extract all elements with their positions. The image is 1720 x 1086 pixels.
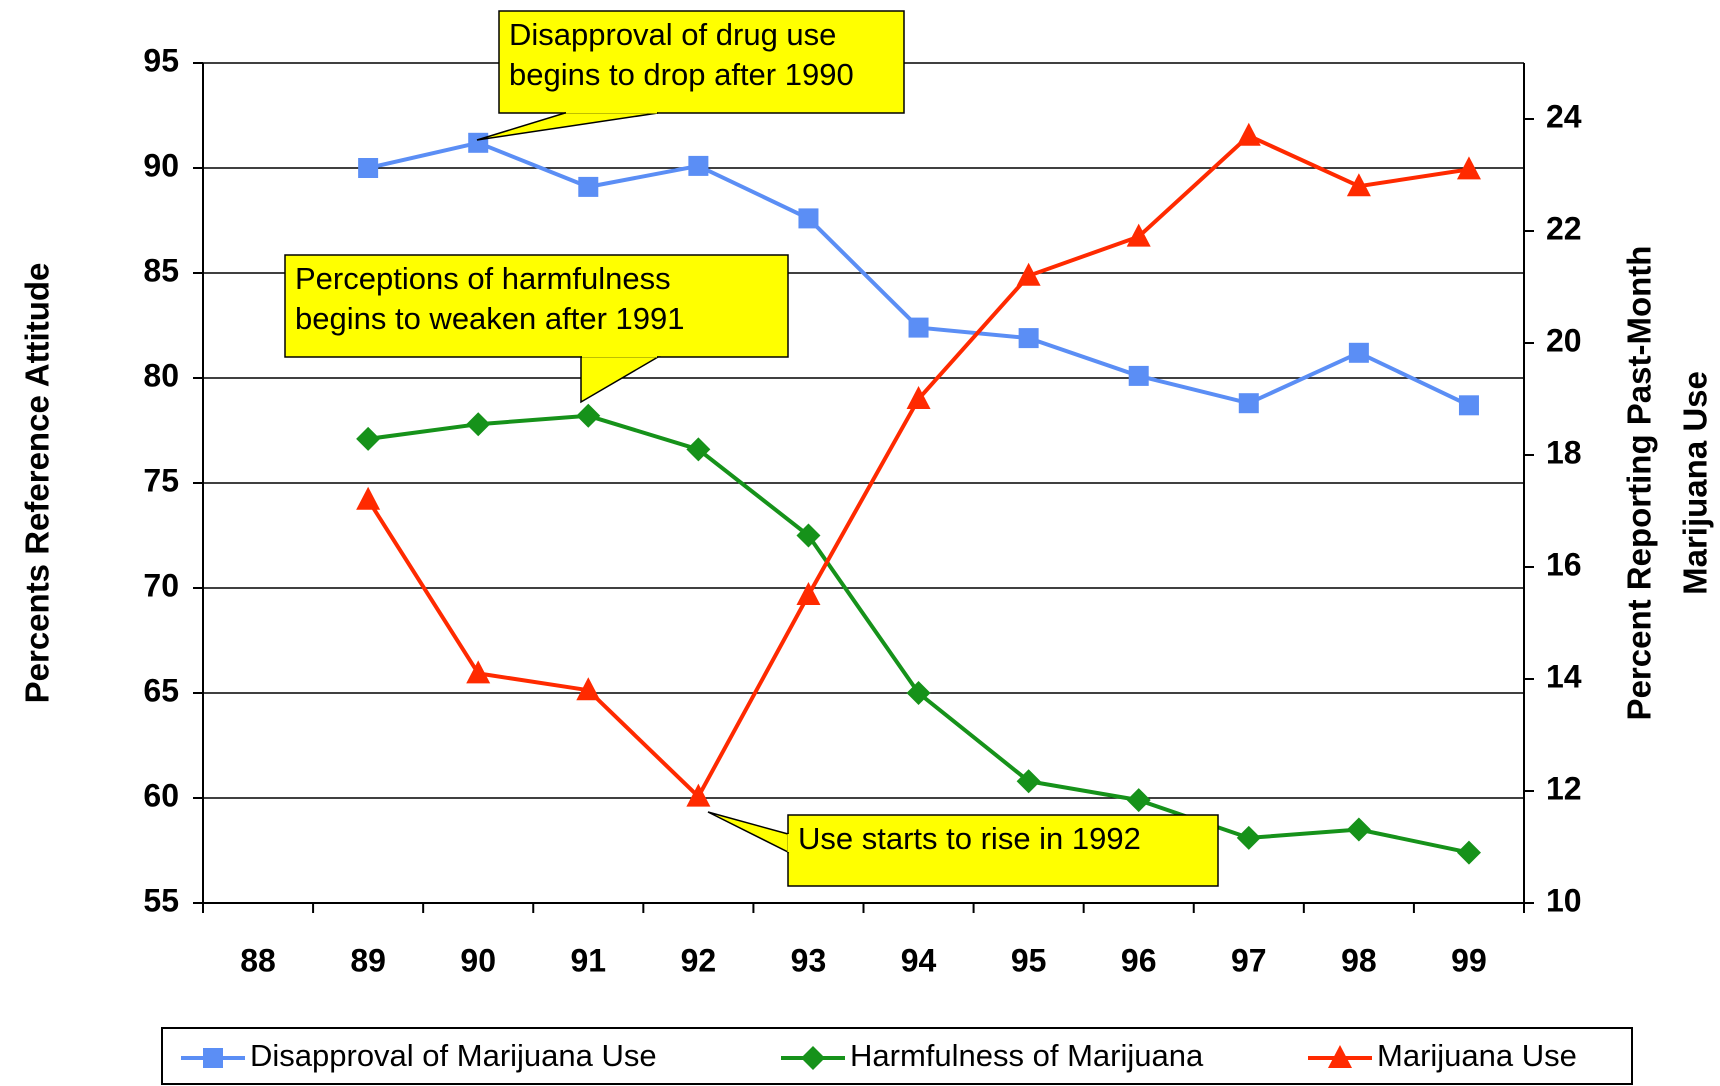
- marker: [1126, 788, 1151, 813]
- callout-box: [498, 10, 905, 114]
- x-tick-label: 91: [570, 942, 606, 978]
- y2-axis-label: Percent Reporting Past-Month: [1621, 246, 1658, 721]
- legend-label: Marijuana Use: [1377, 1038, 1577, 1073]
- annotation: begins to weaken after 1991: [295, 301, 685, 336]
- marker: [796, 523, 821, 548]
- y-axis-label: Percents Reference Attitude: [19, 263, 56, 704]
- x-tick-label: 94: [901, 942, 937, 978]
- marker: [798, 208, 819, 229]
- y2-tick-label: 12: [1546, 770, 1582, 806]
- marker: [686, 437, 711, 462]
- callout-box: [787, 814, 1219, 887]
- marker: [1236, 122, 1261, 146]
- x-tick-label: 88: [240, 942, 276, 978]
- x-tick-label: 96: [1121, 942, 1157, 978]
- legend: [161, 1027, 1633, 1085]
- marker: [1346, 817, 1371, 842]
- y2-tick-label: 22: [1546, 210, 1582, 246]
- callout-box: [284, 254, 789, 358]
- x-tick-label: 93: [791, 942, 827, 978]
- marker: [466, 660, 491, 684]
- marker: [1126, 223, 1151, 247]
- marker: [1238, 393, 1259, 414]
- y-tick-label: 65: [143, 672, 179, 708]
- marker: [1236, 825, 1261, 850]
- x-tick-label: 90: [460, 942, 496, 978]
- y-tick-label: 70: [143, 567, 179, 603]
- marker: [906, 681, 931, 705]
- marker: [1456, 840, 1481, 865]
- legend-marker: [1328, 1045, 1352, 1068]
- marker: [466, 412, 491, 437]
- x-tick-label: 99: [1451, 942, 1487, 978]
- marker: [906, 386, 931, 409]
- x-tick-label: 89: [350, 942, 386, 978]
- x-tick-label: 92: [681, 942, 717, 978]
- y2-axis-label: Marijuana Use: [1677, 371, 1714, 595]
- y-tick-label: 75: [143, 462, 179, 498]
- series-line: [367, 413, 1470, 855]
- marker: [796, 582, 821, 605]
- marker: [468, 132, 489, 153]
- y2-tick-label: 10: [1546, 882, 1582, 918]
- annotation: Disapproval of drug use: [509, 17, 836, 52]
- marker: [908, 317, 929, 338]
- marker: [1016, 769, 1041, 794]
- y2-tick-label: 18: [1546, 434, 1582, 470]
- legend-label: Disapproval of Marijuana Use: [250, 1038, 657, 1073]
- annotation: Perceptions of harmfulness: [295, 261, 671, 296]
- callout-pointer: [580, 356, 661, 404]
- y2-tick-label: 24: [1546, 98, 1582, 134]
- y-tick-label: 85: [143, 252, 179, 288]
- marker: [1348, 342, 1369, 363]
- y2-tick-label: 16: [1546, 546, 1582, 582]
- marker: [576, 677, 601, 701]
- y2-tick-label: 20: [1546, 322, 1582, 358]
- y-tick-label: 95: [143, 42, 179, 78]
- marker: [356, 486, 381, 510]
- marker: [578, 176, 599, 197]
- marker: [686, 783, 711, 807]
- y-tick-label: 90: [143, 147, 179, 183]
- legend-label: Harmfulness of Marijuana: [850, 1038, 1204, 1073]
- marker: [1456, 156, 1481, 180]
- marker: [356, 426, 381, 451]
- x-tick-label: 98: [1341, 942, 1377, 978]
- x-tick-label: 97: [1231, 942, 1267, 978]
- marker: [1016, 262, 1041, 286]
- y-tick-label: 80: [143, 357, 179, 393]
- y-tick-label: 60: [143, 777, 179, 813]
- legend-marker: [203, 1048, 223, 1068]
- marker: [1346, 173, 1371, 197]
- marker: [576, 403, 601, 428]
- marker: [688, 155, 709, 176]
- marker: [1458, 395, 1479, 416]
- y-tick-label: 55: [143, 882, 179, 918]
- legend-marker: [801, 1046, 825, 1070]
- y2-tick-label: 14: [1546, 658, 1582, 694]
- marker: [1128, 365, 1149, 386]
- marker: [358, 158, 379, 178]
- callout-pointer: [476, 112, 659, 141]
- annotation: Use starts to rise in 1992: [798, 821, 1141, 856]
- x-tick-label: 95: [1011, 942, 1047, 978]
- annotation: begins to drop after 1990: [509, 57, 854, 92]
- marker: [1018, 328, 1039, 349]
- callout-pointer: [707, 811, 789, 854]
